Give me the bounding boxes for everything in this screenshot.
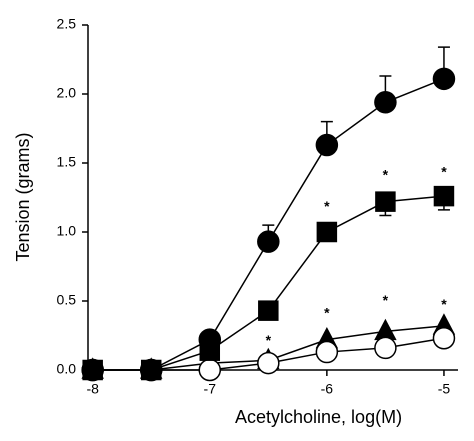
- significance-mark: *: [383, 166, 389, 182]
- y-tick-label: 1.0: [57, 223, 77, 239]
- x-tick-label: -8: [86, 381, 99, 397]
- significance-mark: *: [324, 304, 330, 320]
- x-tick-label: -7: [204, 381, 217, 397]
- marker: [374, 336, 397, 360]
- marker: [258, 300, 279, 321]
- marker: [257, 230, 280, 253]
- marker: [374, 91, 397, 114]
- y-tick-label: 0.5: [57, 292, 77, 308]
- marker: [433, 185, 455, 207]
- y-tick-label: 0.0: [57, 361, 77, 377]
- marker: [375, 191, 396, 212]
- x-tick-label: -6: [321, 381, 334, 397]
- marker: [374, 318, 397, 341]
- significance-mark: *: [383, 292, 389, 308]
- y-axis-label: Tension (grams): [13, 132, 33, 261]
- x-tick-label: -5: [438, 381, 451, 397]
- marker: [257, 351, 280, 375]
- significance-mark: *: [324, 198, 330, 214]
- marker: [432, 327, 456, 350]
- marker: [198, 358, 222, 382]
- marker: [315, 340, 339, 364]
- significance-mark: *: [441, 164, 447, 180]
- marker: [432, 67, 456, 91]
- marker: [315, 133, 339, 157]
- y-tick-label: 2.0: [57, 85, 77, 101]
- marker: [316, 221, 338, 243]
- y-tick-label: 1.5: [57, 154, 77, 170]
- x-axis-label: Acetylcholine, log(M): [235, 407, 402, 427]
- y-tick-label: 2.5: [57, 16, 77, 32]
- marker: [81, 358, 104, 382]
- significance-mark: *: [441, 296, 447, 312]
- significance-mark: *: [266, 332, 272, 348]
- marker: [139, 358, 163, 382]
- marker: [198, 328, 222, 351]
